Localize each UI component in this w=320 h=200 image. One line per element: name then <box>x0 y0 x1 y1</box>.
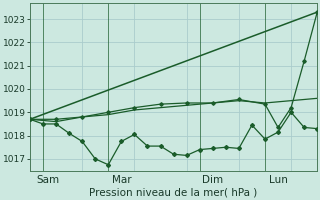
Text: Sam: Sam <box>37 175 60 185</box>
Text: Lun: Lun <box>268 175 287 185</box>
Text: Mar: Mar <box>112 175 131 185</box>
X-axis label: Pression niveau de la mer( hPa ): Pression niveau de la mer( hPa ) <box>90 187 258 197</box>
Text: Dim: Dim <box>202 175 223 185</box>
